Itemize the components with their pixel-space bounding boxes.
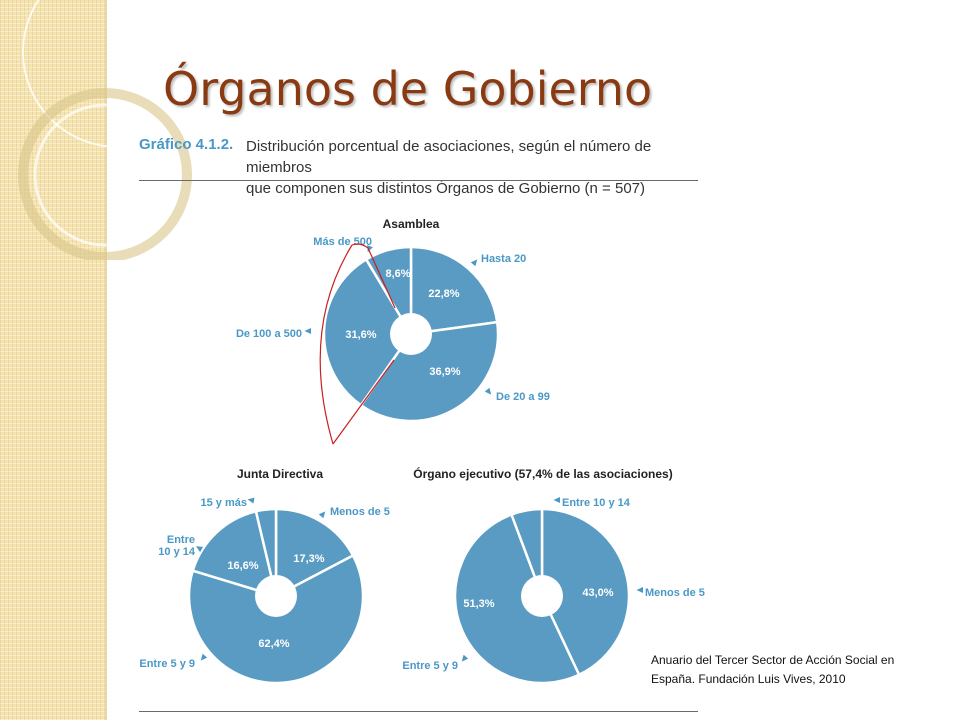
category-label: 10 y 14 xyxy=(158,546,196,558)
decorative-rings xyxy=(18,0,200,260)
value-label: 31,6% xyxy=(345,329,376,341)
category-label: De 20 a 99 xyxy=(496,391,550,403)
highlight-outline-top xyxy=(351,243,396,309)
highlight-outline-left xyxy=(319,244,353,445)
slice-menos-de-5 xyxy=(540,507,631,677)
caption-line-1: Distribución porcentual de asociaciones,… xyxy=(246,138,652,176)
donut-chart-junta-directiva: Junta Directiva 17,3% 62,4% 16,6% 3,7% Menos … xyxy=(139,467,390,685)
pointer-arrow xyxy=(470,259,478,267)
donut-hole xyxy=(390,313,432,355)
slice-hasta-20 xyxy=(409,245,499,336)
figure-caption: Distribución porcentual de asociaciones,… xyxy=(246,136,706,199)
donut-chart-organo-ejecutivo-57-4-de-las-a: Órgano ejecutivo (57,4% de las asociacio… xyxy=(402,466,705,685)
pointer-arrow xyxy=(461,654,469,662)
caption-rule xyxy=(139,180,698,181)
bottom-rule xyxy=(139,711,698,712)
pointer-arrow xyxy=(247,497,255,504)
category-label: 15 y más xyxy=(201,497,247,509)
value-label: 3,7% xyxy=(250,497,275,509)
value-label: 43,0% xyxy=(582,587,613,599)
category-label: Entre 5 y 9 xyxy=(139,658,195,670)
slice-15-y-mas xyxy=(254,507,278,597)
slice-de-20-a-99 xyxy=(359,320,500,423)
pointer-arrow xyxy=(200,653,208,661)
slice-entre-10-y-14 xyxy=(191,509,278,598)
highlight-outline-bottom xyxy=(332,359,395,445)
caption-line-2: que componen sus distintos Órganos de Go… xyxy=(246,180,645,197)
slice-entre-5-y-9 xyxy=(453,512,581,685)
chart-title: Asamblea xyxy=(383,217,440,231)
donut-hole xyxy=(521,575,563,617)
slice-menos-de-5 xyxy=(274,507,355,599)
category-label: De 100 a 500 xyxy=(236,328,302,340)
slice-entre-10-y-14 xyxy=(509,507,544,597)
value-label: 5,7% xyxy=(516,498,541,510)
value-label: 51,3% xyxy=(463,598,494,610)
value-label: 62,4% xyxy=(258,638,289,650)
source-note: Anuario del Tercer Sector de Acción Soci… xyxy=(651,651,951,689)
pointer-arrow xyxy=(195,546,204,553)
pointer-arrow xyxy=(484,387,492,395)
category-label: Menos de 5 xyxy=(330,506,390,518)
chart-title: Junta Directiva xyxy=(237,467,323,481)
value-label: 16,6% xyxy=(227,560,258,572)
chart-title: Órgano ejecutivo (57,4% de las asociacio… xyxy=(413,466,672,481)
category-label: Entre 10 y 14 xyxy=(562,497,631,509)
category-label: Entre 5 y 9 xyxy=(402,660,458,672)
category-label: Menos de 5 xyxy=(645,587,705,599)
value-label: 22,8% xyxy=(428,288,459,300)
slice-entre-5-y-9 xyxy=(187,553,365,685)
pointer-arrow xyxy=(318,511,326,519)
pointer-arrow xyxy=(553,497,560,503)
source-line-1: Anuario del Tercer Sector de Acción Soci… xyxy=(651,653,895,667)
category-label: Entre xyxy=(167,534,195,546)
highlight-annotation xyxy=(319,243,396,445)
slice-de-100-a-500 xyxy=(322,257,413,407)
donut-chart-asamblea: Asamblea 22,8% 36,9% 31,6% 8,6% Hasta 20 De 20… xyxy=(236,217,550,423)
slide-title: Órganos de Gobierno xyxy=(163,62,653,116)
value-label: 17,3% xyxy=(293,553,324,565)
source-line-2: España. Fundación Luis Vives, 2010 xyxy=(651,672,846,686)
side-band-divider xyxy=(105,0,107,720)
donut-hole xyxy=(255,575,297,617)
value-label: 36,9% xyxy=(429,366,460,378)
value-label: 8,6% xyxy=(385,268,410,280)
pointer-arrow xyxy=(304,328,311,334)
category-label: Hasta 20 xyxy=(481,253,526,265)
figure-label: Gráfico 4.1.2. xyxy=(139,136,234,153)
pointer-arrow xyxy=(636,587,643,593)
category-label: Más de 500 xyxy=(313,236,372,248)
